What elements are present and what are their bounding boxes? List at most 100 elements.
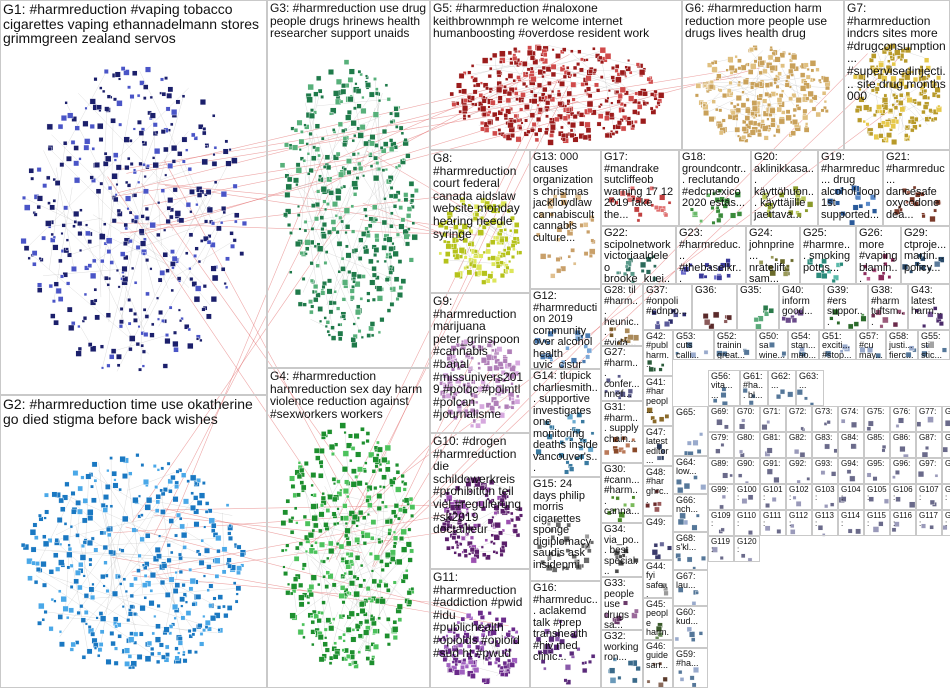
group-box-g94[interactable]: G94: — [838, 458, 864, 484]
group-box-g26[interactable]: G26: more #vaping blamin... — [856, 226, 901, 284]
group-box-g102[interactable]: G102: — [786, 484, 812, 510]
group-box-g36[interactable]: G36: — [692, 284, 737, 330]
group-box-g93[interactable]: G93: — [812, 458, 838, 484]
group-box-g109[interactable]: G109: — [708, 510, 734, 536]
group-box-g63[interactable]: G63: ... — [796, 370, 824, 406]
group-box-g11[interactable]: G11: #harmreduction #addiction #pwid #id… — [430, 569, 530, 688]
group-box-g23[interactable]: G23: #harmreduc... #thebaselkr... #young… — [676, 226, 746, 284]
group-box-g71[interactable]: G71: — [760, 406, 786, 432]
group-box-g4[interactable]: G4: #harmreduction harmreduction sex day… — [267, 368, 430, 688]
group-box-g49[interactable]: G49: — [643, 516, 673, 560]
group-box-g2[interactable]: G2: #harmreduction time use okatherine g… — [0, 395, 267, 688]
group-box-g95[interactable]: G95: — [864, 458, 890, 484]
group-box-g55[interactable]: G55: still stic... — [918, 330, 950, 360]
group-box-g41[interactable]: G41: #har peopl... — [643, 376, 673, 426]
group-box-g21[interactable]: G21: #harmreduc... dancesafe oxycodone d… — [883, 150, 950, 226]
group-box-g60[interactable]: G60: kud... — [673, 606, 708, 648]
group-box-g105[interactable]: G105: — [864, 484, 890, 510]
group-box-g92[interactable]: G92: — [786, 458, 812, 484]
group-box-g78[interactable]: G78: — [942, 406, 950, 432]
group-box-g116[interactable]: G116: — [890, 510, 916, 536]
group-box-g75[interactable]: G75: — [864, 406, 890, 432]
group-box-g97[interactable]: G97: — [916, 458, 942, 484]
group-box-g64[interactable]: G64: low... — [673, 456, 708, 494]
group-box-g38[interactable]: G38: #harm tuftsm... — [868, 284, 908, 330]
group-box-g81[interactable]: G81: — [760, 432, 786, 458]
group-box-g13[interactable]: G13: 000 causes organizations christmas … — [530, 150, 601, 289]
group-box-g44[interactable]: G44: fyi safe... — [643, 560, 673, 598]
group-box-g114[interactable]: G114: — [838, 510, 864, 536]
group-box-g108[interactable]: G108: — [942, 484, 950, 510]
group-box-g79[interactable]: G79: — [708, 432, 734, 458]
group-box-g111[interactable]: G111: — [760, 510, 786, 536]
group-box-g88[interactable]: G88: — [942, 432, 950, 458]
group-box-g25[interactable]: G25: #harmre... smoking potus... — [800, 226, 856, 284]
group-box-g40[interactable]: G40: inform good... — [779, 284, 824, 330]
group-box-g31[interactable]: G31: #harm... supply chain... — [601, 401, 643, 463]
group-box-g68[interactable]: G68: s'kl... — [673, 532, 708, 570]
group-box-g48[interactable]: G48: #har ghrc... — [643, 466, 673, 516]
group-box-g66[interactable]: G66: nch... — [673, 494, 708, 532]
group-box-g107[interactable]: G107: — [916, 484, 942, 510]
group-box-g42[interactable]: G42: #publ harm... — [643, 330, 673, 376]
group-box-g61[interactable]: G61: #ha... bl... — [740, 370, 768, 406]
group-box-g28[interactable]: G28: til #harm... heunic... #vida... — [601, 284, 643, 346]
group-box-g16[interactable]: G16: #harmreduc... aclakemd talk #prep t… — [530, 581, 601, 688]
group-box-g59[interactable]: G59: #ha... — [673, 648, 708, 688]
group-box-g6[interactable]: G6: #harmreduction harm reduction more p… — [682, 0, 844, 150]
group-box-g54[interactable]: G54: stan... mao... — [788, 330, 819, 360]
group-box-g45[interactable]: G45: people harm... — [643, 598, 673, 640]
group-box-g112[interactable]: G112: — [786, 510, 812, 536]
group-box-g103[interactable]: G103: — [812, 484, 838, 510]
group-box-g76[interactable]: G76: — [890, 406, 916, 432]
group-box-g117[interactable]: G117: — [916, 510, 942, 536]
group-box-g1[interactable]: G1: #harmreduction #vaping tobacco cigar… — [0, 0, 267, 395]
group-box-g14[interactable]: G14: tlupick charliesmith... supportive … — [530, 369, 601, 477]
group-box-g37[interactable]: G37: #onpoli #cdnpo... — [643, 284, 692, 330]
group-box-g12[interactable]: G12: #harmreduction 2019 community over … — [530, 289, 601, 369]
group-box-g34[interactable]: G34: via_po... best special... — [601, 523, 643, 577]
group-box-g46[interactable]: G46: guide san... — [643, 640, 673, 688]
group-box-g58[interactable]: G58: justi... fierc... — [886, 330, 918, 360]
group-box-g17[interactable]: G17: #mandrake sutcliffeob warning 17 12… — [601, 150, 679, 226]
group-box-g39[interactable]: G39: #ers suppor... — [824, 284, 868, 330]
group-box-g15[interactable]: G15: 24 days philip morris cigarettes sp… — [530, 477, 601, 581]
group-box-g22[interactable]: G22: scipolnetwork victoriaaldeleo brook… — [601, 226, 676, 284]
group-box-g82[interactable]: G82: — [786, 432, 812, 458]
group-box-g89[interactable]: G89: — [708, 458, 734, 484]
group-box-g99[interactable]: G99: — [708, 484, 734, 510]
group-box-g18[interactable]: G18: groundcontr... reclutando #edcmexic… — [679, 150, 751, 226]
group-box-g20[interactable]: G20: aklinikkasa... käyttöhuon... käyttä… — [751, 150, 818, 226]
group-box-g85[interactable]: G85: — [864, 432, 890, 458]
group-box-g62[interactable]: G62: ... — [768, 370, 796, 406]
group-box-g72[interactable]: G72: — [786, 406, 812, 432]
group-box-g35[interactable]: G35: — [737, 284, 779, 330]
group-box-g29[interactable]: G29: ctproje... martin... policy... — [901, 226, 950, 284]
group-box-g119[interactable]: G119: — [708, 536, 734, 562]
group-box-g100[interactable]: G100: — [734, 484, 760, 510]
group-box-g83[interactable]: G83: — [812, 432, 838, 458]
group-box-g51[interactable]: G51: exciti... #stop... — [819, 330, 856, 360]
group-box-g47[interactable]: G47: latest editor... — [643, 426, 673, 466]
group-box-g104[interactable]: G104: — [838, 484, 864, 510]
group-box-g86[interactable]: G86: — [890, 432, 916, 458]
group-box-g24[interactable]: G24: johnprine... nratelift sam... — [746, 226, 800, 284]
group-box-g80[interactable]: G80: — [734, 432, 760, 458]
group-box-g77[interactable]: G77: — [916, 406, 942, 432]
group-box-g90[interactable]: G90: — [734, 458, 760, 484]
group-box-g101[interactable]: G101: — [760, 484, 786, 510]
group-box-g32[interactable]: G32: working ron... — [601, 630, 643, 688]
group-box-g27[interactable]: G27: #harm... confer... nnef... — [601, 346, 643, 401]
group-box-g19[interactable]: G19: #harmreduc... drug alcohol loop 1st… — [818, 150, 883, 226]
group-box-g43[interactable]: G43: latest harm... — [908, 284, 950, 330]
group-box-g106[interactable]: G106: — [890, 484, 916, 510]
group-box-g115[interactable]: G115: — [864, 510, 890, 536]
group-box-g110[interactable]: G110: — [734, 510, 760, 536]
group-box-g50[interactable]: G50: sa wine... — [756, 330, 788, 360]
group-box-g120[interactable]: G120: — [734, 536, 760, 562]
group-box-g3[interactable]: G3: #harmreduction use drug people drugs… — [267, 0, 430, 368]
group-box-g53[interactable]: G53: cuts calli... — [673, 330, 714, 360]
group-box-g10[interactable]: G10: #drogen #harmreduction die schildow… — [430, 433, 530, 569]
group-box-g5[interactable]: G5: #harmreduction #naloxone keithbrownm… — [430, 0, 682, 150]
group-box-g87[interactable]: G87: — [916, 432, 942, 458]
